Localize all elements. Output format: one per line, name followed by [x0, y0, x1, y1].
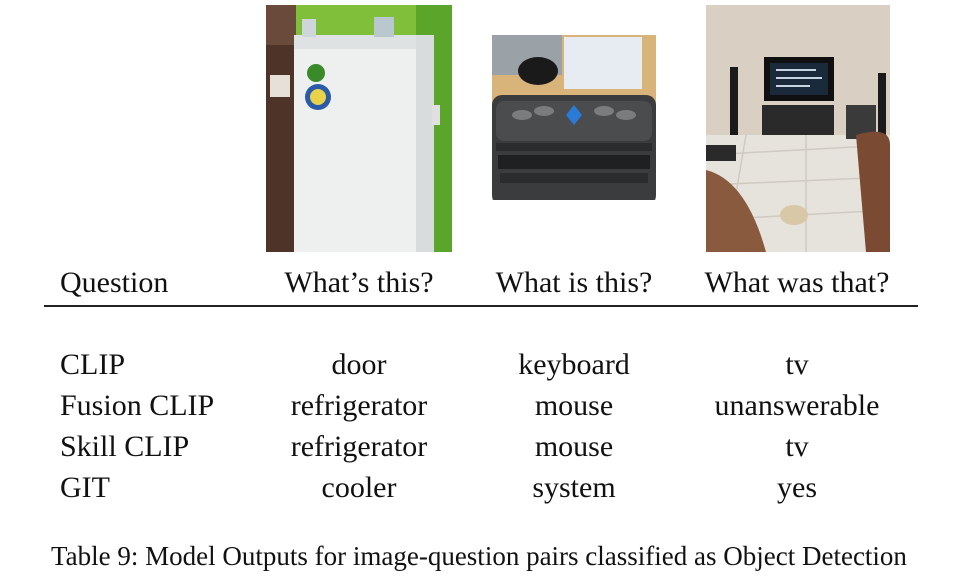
table-cell: refrigerator	[290, 430, 428, 463]
braille-keyboard-photo	[492, 35, 656, 220]
table-cell: system	[532, 471, 616, 504]
table-cell: unanswerable	[714, 389, 880, 422]
table-cell: refrigerator	[290, 389, 428, 422]
refrigerator-photo	[266, 5, 452, 252]
table-cell: yes	[777, 471, 817, 504]
table-cell: keyboard	[518, 348, 630, 381]
header-question-3: What was that?	[704, 266, 890, 299]
table-cell: tv	[785, 430, 809, 463]
table-cell: mouse	[534, 430, 614, 463]
table-cell: cooler	[321, 471, 397, 504]
header-question-1: What’s this?	[284, 266, 434, 299]
table-cell: door	[331, 348, 387, 381]
table-header-rule	[44, 305, 918, 307]
header-question-2: What is this?	[495, 266, 653, 299]
header-question-label: Question	[60, 266, 169, 299]
television-room-photo	[706, 5, 890, 252]
table-cell: tv	[785, 348, 809, 381]
row-model-git: GIT	[60, 471, 110, 504]
row-model-skill-clip: Skill CLIP	[60, 430, 190, 463]
table-cell: mouse	[534, 389, 614, 422]
row-model-clip: CLIP	[60, 348, 126, 381]
table-caption: Table 9: Model Outputs for image-questio…	[51, 541, 907, 571]
row-model-fusion-clip: Fusion CLIP	[60, 389, 215, 422]
